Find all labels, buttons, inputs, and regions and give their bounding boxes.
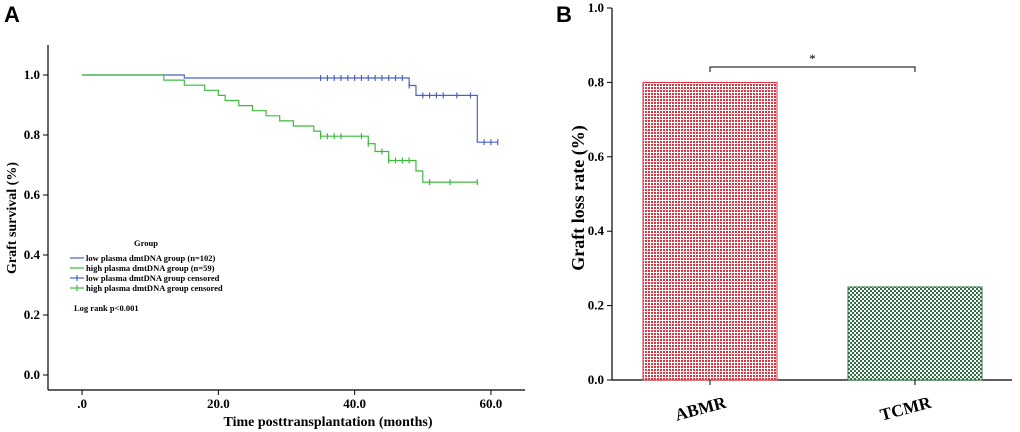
b-y-tick-label: 0.6 bbox=[588, 149, 605, 164]
panel-b-letter: B bbox=[556, 2, 572, 27]
km-curve-series-1 bbox=[82, 74, 478, 183]
panel-a-legend: Group low plasma dmtDNA group (n=102) hi… bbox=[70, 238, 223, 313]
a-y-tick-label: 1.0 bbox=[24, 67, 40, 82]
significance-star: * bbox=[809, 51, 816, 66]
a-x-tick-label: 60.0 bbox=[480, 396, 503, 411]
km-curve-series-0 bbox=[82, 74, 498, 143]
legend-high-censored: high plasma dmtDNA group censored bbox=[86, 283, 223, 293]
a-x-tick-label: .0 bbox=[77, 396, 87, 411]
legend-low-censored: low plasma dmtDNA group censored bbox=[86, 273, 220, 283]
panel-a-x-label: Time posttransplantation (months) bbox=[224, 415, 433, 430]
panel-b-bar-chart: B 0.0 0.2 0.4 0.6 0.8 1.0 ABMR TCMR * Graft lo… bbox=[556, 0, 1012, 425]
a-y-tick-label: 0.2 bbox=[24, 307, 40, 322]
b-y-tick-label: 0.4 bbox=[588, 223, 605, 238]
legend-high-group: high plasma dmtDNA group (n=59) bbox=[86, 263, 215, 273]
significance-bracket bbox=[709, 66, 916, 72]
b-y-tick-label: 0.2 bbox=[588, 298, 604, 313]
panel-b-y-label: Graft loss rate (%) bbox=[568, 125, 589, 270]
legend-low-group: low plasma dmtDNA group (n=102) bbox=[86, 253, 216, 263]
a-y-tick-label: 0.6 bbox=[24, 187, 41, 202]
panel-a-series bbox=[82, 74, 499, 186]
a-x-tick-label: 40.0 bbox=[343, 396, 366, 411]
category-label-tcmr: TCMR bbox=[878, 393, 934, 425]
bar-tcmr bbox=[847, 286, 983, 381]
panel-a-survival-chart: A 0.0 0.2 0.4 0.6 0.8 1.0 .0 20.0 40.0 60.0 Time… bbox=[4, 2, 525, 430]
panel-b-y-ticks: 0.0 0.2 0.4 0.6 0.8 1.0 bbox=[588, 0, 612, 387]
legend-title: Group bbox=[134, 238, 158, 248]
panel-b-significance: * bbox=[709, 51, 916, 72]
b-y-tick-label: 0.8 bbox=[588, 74, 605, 89]
panel-a-y-ticks: 0.0 0.2 0.4 0.6 0.8 1.0 bbox=[24, 67, 48, 382]
b-y-tick-label: 0.0 bbox=[588, 372, 604, 387]
category-label-abmr: ABMR bbox=[673, 393, 729, 425]
panel-a-y-label: Graft survival (%) bbox=[5, 162, 20, 274]
bar-abmr bbox=[642, 81, 778, 381]
a-y-tick-label: 0.4 bbox=[24, 247, 41, 262]
a-y-tick-label: 0.0 bbox=[24, 367, 40, 382]
b-y-tick-label: 1.0 bbox=[588, 0, 604, 15]
a-y-tick-label: 0.8 bbox=[24, 127, 41, 142]
panel-a-x-ticks: .0 20.0 40.0 60.0 bbox=[77, 390, 502, 411]
a-x-tick-label: 20.0 bbox=[207, 396, 230, 411]
log-rank-annotation: Log rank p<0.001 bbox=[74, 303, 139, 313]
panel-b-bars: ABMR TCMR bbox=[642, 81, 983, 425]
panel-a-letter: A bbox=[4, 2, 20, 27]
